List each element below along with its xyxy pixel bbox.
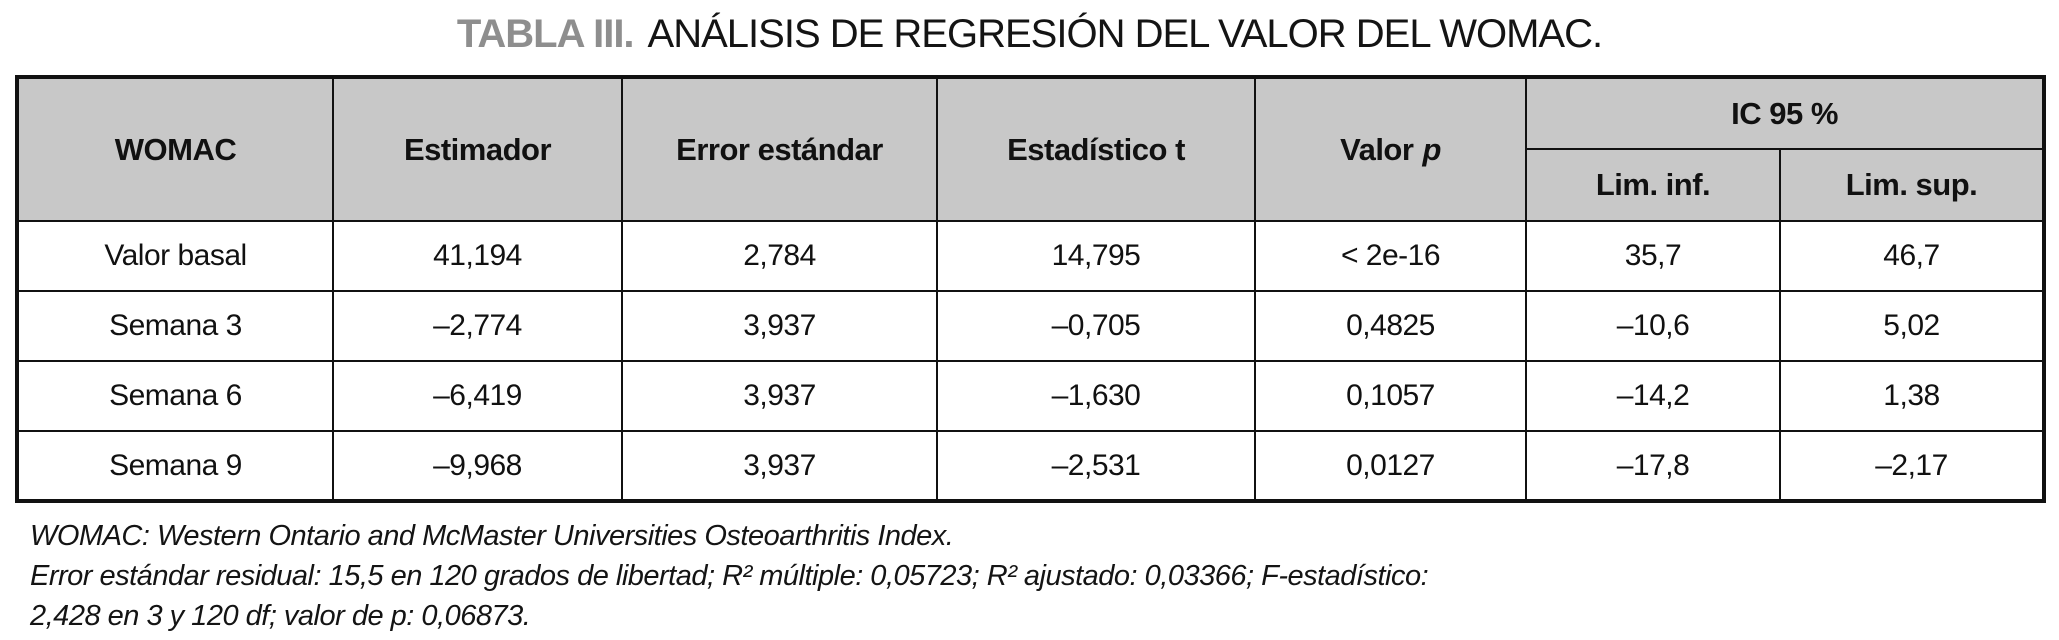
cell-womac: Semana 9 — [16, 430, 334, 502]
col-header-womac: WOMAC — [16, 76, 334, 222]
cell-error-estandar: 3,937 — [621, 430, 938, 502]
col-header-valor-p: Valor p — [1254, 76, 1527, 222]
cell-lim-sup: 46,7 — [1779, 220, 2045, 292]
cell-womac: Valor basal — [16, 220, 334, 292]
col-header-ic95-group: IC 95 % — [1525, 76, 2045, 150]
cell-lim-sup: 1,38 — [1779, 360, 2045, 432]
cell-error-estandar: 2,784 — [621, 220, 938, 292]
cell-lim-inf: –17,8 — [1525, 430, 1781, 502]
header-row-ic-sub: Lim. inf. Lim. sup. — [17, 148, 2045, 222]
footnote-line: 2,428 en 3 y 120 df; valor de p: 0,06873… — [30, 600, 531, 632]
cell-error-estandar: 3,937 — [621, 290, 938, 362]
footnote-line: Error estándar residual: 15,5 en 120 gra… — [30, 560, 1429, 592]
col-header-estimador: Estimador — [332, 76, 623, 222]
footnotes: WOMAC: Western Ontario and McMaster Univ… — [30, 516, 1429, 636]
valor-p-symbol: p — [1422, 131, 1441, 167]
table-row: Semana 9 –9,968 3,937 –2,531 0,0127 –17,… — [16, 430, 2045, 502]
cell-lim-inf: 35,7 — [1525, 220, 1781, 292]
footnote-line: WOMAC: Western Ontario and McMaster Univ… — [30, 520, 954, 552]
cell-estadistico-t: –0,705 — [936, 290, 1256, 362]
table-row: Semana 3 –2,774 3,937 –0,705 0,4825 –10,… — [16, 290, 2045, 362]
cell-lim-inf: –10,6 — [1525, 290, 1781, 362]
col-header-error-estandar: Error estándar — [621, 76, 938, 222]
cell-lim-sup: 5,02 — [1779, 290, 2045, 362]
cell-estimador: –2,774 — [332, 290, 623, 362]
cell-valor-p: 0,0127 — [1254, 430, 1527, 502]
cell-estimador: –9,968 — [332, 430, 623, 502]
cell-estimador: –6,419 — [332, 360, 623, 432]
col-header-estadistico-t: Estadístico t — [936, 76, 1256, 222]
cell-valor-p: 0,4825 — [1254, 290, 1527, 362]
cell-lim-sup: –2,17 — [1779, 430, 2045, 502]
cell-womac: Semana 3 — [16, 290, 334, 362]
valor-p-prefix: Valor — [1340, 131, 1414, 167]
cell-womac: Semana 6 — [16, 360, 334, 432]
header-row-main: WOMAC Estimador Error estándar Estadísti… — [16, 76, 2045, 222]
table-title-text: ANÁLISIS DE REGRESIÓN DEL VALOR DEL WOMA… — [647, 12, 1604, 56]
table-row: Valor basal 41,194 2,784 14,795 < 2e-16 … — [16, 220, 2045, 292]
col-header-lim-inf: Lim. inf. — [1525, 148, 1781, 222]
cell-valor-p: < 2e-16 — [1254, 220, 1527, 292]
regression-table: WOMAC Estimador Error estándar Estadísti… — [15, 75, 2046, 503]
cell-estadistico-t: –1,630 — [936, 360, 1256, 432]
cell-estadistico-t: –2,531 — [936, 430, 1256, 502]
cell-estadistico-t: 14,795 — [936, 220, 1256, 292]
table-row: Semana 6 –6,419 3,937 –1,630 0,1057 –14,… — [16, 360, 2045, 432]
cell-valor-p: 0,1057 — [1254, 360, 1527, 432]
cell-estimador: 41,194 — [332, 220, 623, 292]
cell-error-estandar: 3,937 — [621, 360, 938, 432]
cell-lim-inf: –14,2 — [1525, 360, 1781, 432]
col-header-lim-sup: Lim. sup. — [1779, 148, 2045, 222]
table-title: TABLA III. ANÁLISIS DE REGRESIÓN DEL VALO… — [0, 12, 2059, 57]
table-title-label: TABLA III. — [456, 12, 635, 56]
